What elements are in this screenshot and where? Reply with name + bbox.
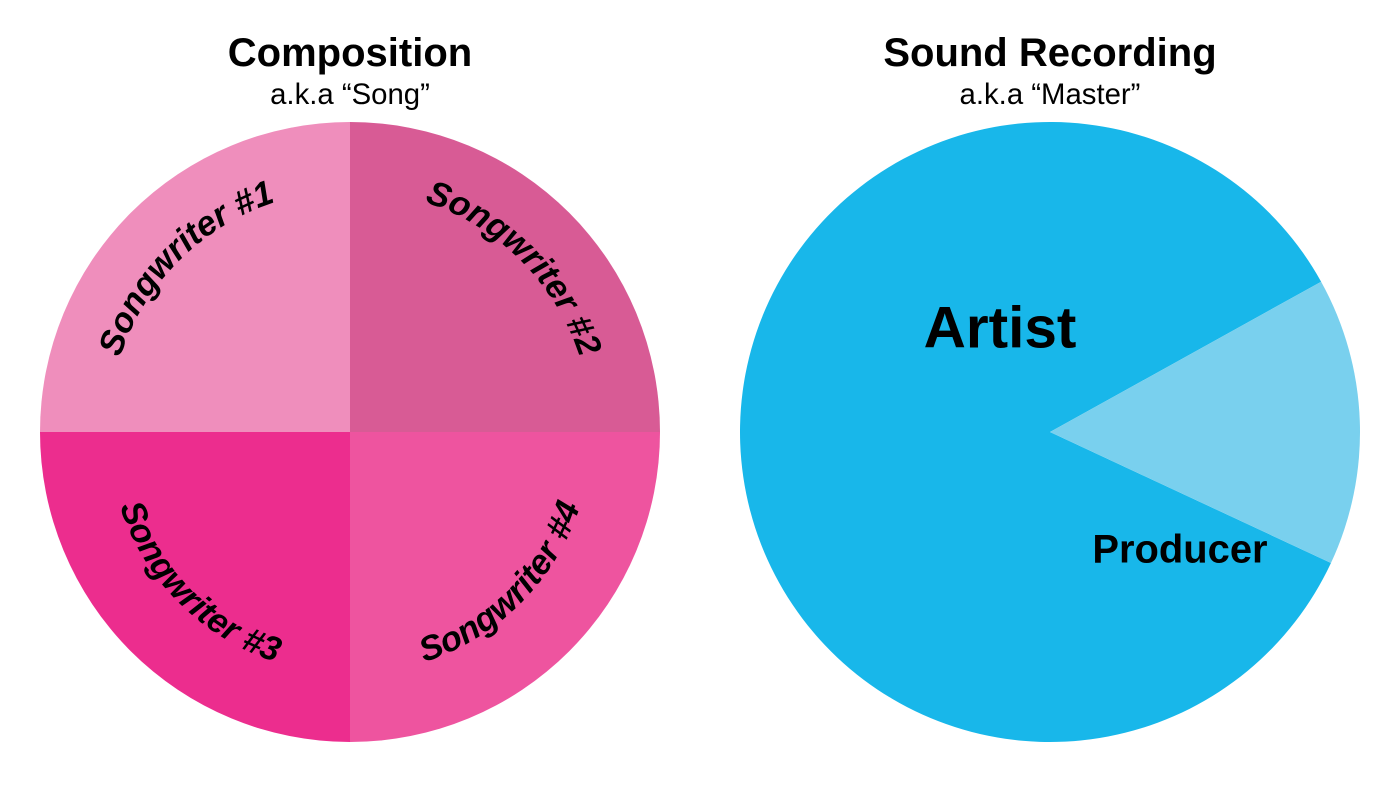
charts-container: Composition a.k.a “Song” Songwriter #2So…	[0, 0, 1400, 805]
composition-block: Composition a.k.a “Song” Songwriter #2So…	[40, 30, 660, 752]
composition-slice-0	[350, 122, 660, 432]
composition-slice-3	[40, 122, 350, 432]
sound-recording-pie: Artist Producer	[740, 112, 1360, 752]
sound-recording-slice-label-1: Producer	[1092, 528, 1267, 572]
sound-recording-title: Sound Recording	[883, 30, 1216, 76]
composition-title: Composition	[228, 30, 472, 76]
composition-subtitle: a.k.a “Song”	[270, 78, 430, 112]
sound-recording-slice-label-0: Artist	[924, 295, 1077, 360]
composition-pie: Songwriter #2Songwriter #4Songwriter #3S…	[40, 112, 660, 752]
sound-recording-block: Sound Recording a.k.a “Master” Artist Pro…	[740, 30, 1360, 752]
sound-recording-subtitle: a.k.a “Master”	[960, 78, 1141, 112]
